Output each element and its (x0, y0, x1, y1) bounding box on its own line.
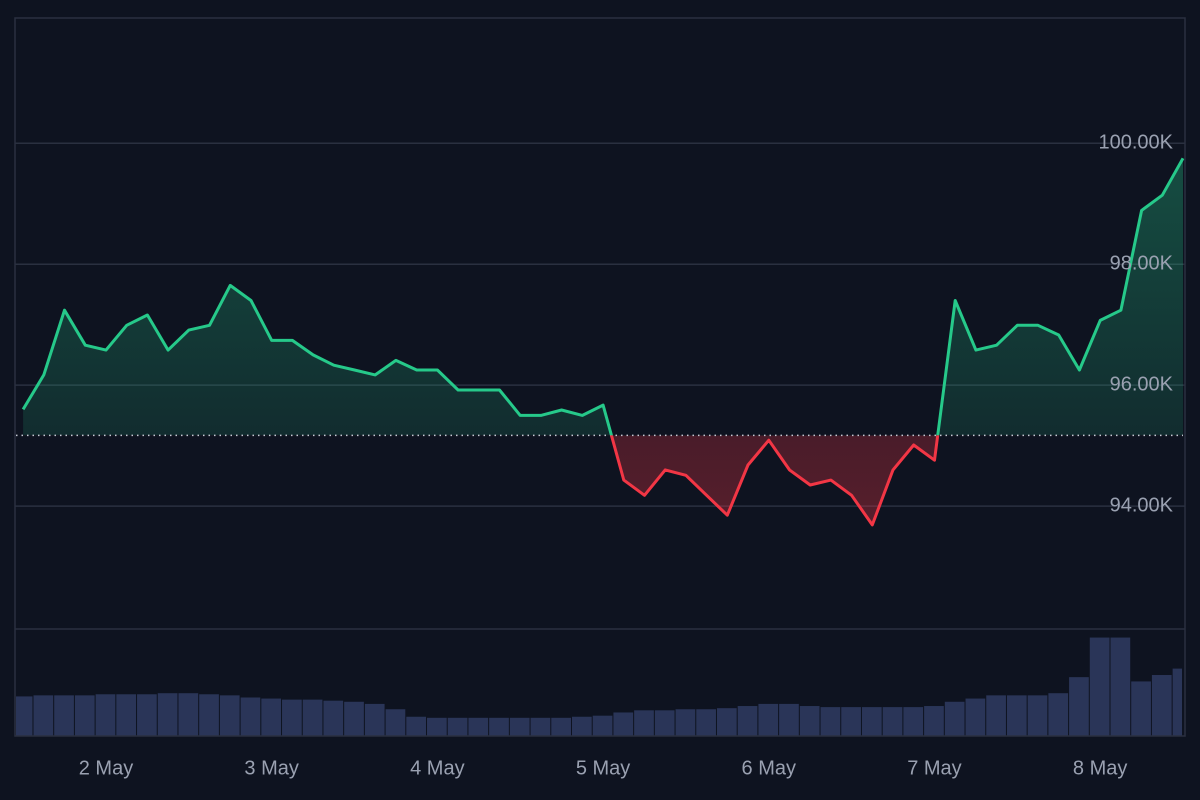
volume-bar (882, 707, 903, 736)
volume-bar (965, 698, 986, 736)
volume-bar (427, 717, 447, 736)
volume-bar (613, 712, 634, 736)
volume-bar (716, 708, 737, 736)
volume-bar (571, 716, 592, 736)
volume-bar (199, 694, 219, 736)
volume-bar (530, 717, 551, 736)
volume-bar (903, 707, 924, 736)
volume-bar (758, 703, 779, 736)
volume-bar (95, 694, 116, 736)
volume-bar (406, 716, 427, 736)
volume-bar (74, 695, 95, 736)
volume-bar (737, 706, 758, 736)
volume-bar (820, 707, 841, 736)
volume-bar (16, 696, 33, 736)
volume-bar (240, 697, 261, 736)
volume-bar (592, 715, 613, 736)
line-up (21, 157, 1185, 436)
y-tick-label: 94.00K (1110, 494, 1174, 516)
volume-bar (841, 707, 861, 736)
volume-bar (468, 717, 489, 736)
volume-bar (385, 709, 406, 736)
volume-bar (551, 717, 571, 736)
volume-bar (1151, 675, 1172, 736)
volume-bar (924, 706, 944, 736)
y-tick-label: 100.00K (1098, 131, 1173, 153)
volume-bar (157, 693, 178, 736)
volume-bar (799, 706, 820, 736)
volume-bar (1006, 695, 1027, 736)
volume-bar (364, 703, 385, 736)
volume-bar (861, 707, 882, 736)
volume-bar (219, 695, 240, 736)
volume-bar (675, 709, 696, 736)
x-tick-label: 2 May (79, 757, 133, 779)
volume-bar (1110, 637, 1131, 736)
volume-bar (116, 694, 137, 736)
volume-bar (33, 695, 54, 736)
volume-bar (1027, 695, 1048, 736)
volume-bar (1131, 681, 1151, 736)
volume-bar (489, 717, 509, 736)
volume-bar (302, 699, 323, 736)
volume-bar (137, 694, 157, 736)
volume-bar (986, 695, 1006, 736)
area-up (23, 158, 1183, 436)
x-tick-label: 5 May (576, 757, 630, 779)
volume-bar (779, 703, 799, 736)
x-tick-label: 7 May (907, 757, 961, 779)
volume-bar (509, 717, 530, 736)
volume-bar (344, 701, 364, 736)
volume-bar (178, 693, 199, 736)
y-tick-label: 96.00K (1110, 373, 1174, 395)
volume-bar (654, 710, 675, 736)
x-tick-label: 3 May (244, 757, 298, 779)
volume-bar (323, 700, 344, 736)
volume-bar (54, 695, 74, 736)
volume-bar (696, 709, 716, 736)
volume-bar (1172, 668, 1182, 736)
volume-bar (282, 699, 302, 736)
frame (14, 17, 1186, 737)
x-tick-label: 6 May (742, 757, 796, 779)
volume-bar (634, 710, 654, 736)
volume-bar (447, 717, 468, 736)
volume-bar (1048, 693, 1069, 736)
volume-bar (1069, 677, 1089, 736)
area-down (23, 435, 1183, 525)
volume-bar (261, 698, 282, 736)
x-tick-label: 4 May (410, 757, 464, 779)
x-tick-label: 8 May (1073, 757, 1127, 779)
volume-bar (944, 701, 965, 736)
y-tick-label: 98.00K (1110, 252, 1174, 274)
volume-bar (1089, 637, 1110, 736)
